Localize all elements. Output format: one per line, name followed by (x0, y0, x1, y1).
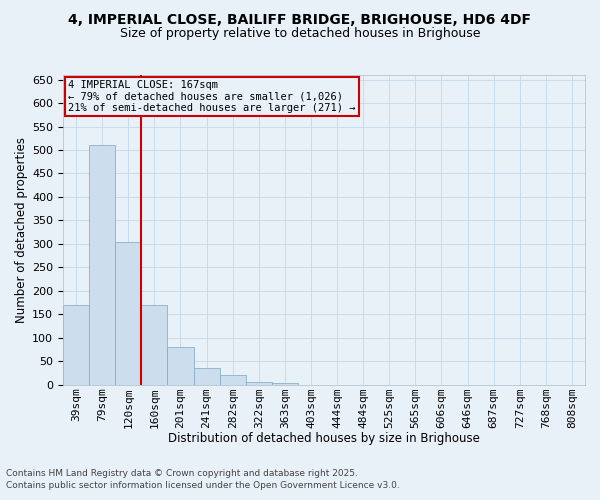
Y-axis label: Number of detached properties: Number of detached properties (15, 137, 28, 323)
Bar (142, 305, 167, 384)
Bar (115, 242, 142, 384)
Bar (194, 368, 220, 384)
Bar (246, 382, 272, 384)
Text: Size of property relative to detached houses in Brighouse: Size of property relative to detached ho… (120, 28, 480, 40)
Bar (89, 146, 115, 384)
Text: Contains public sector information licensed under the Open Government Licence v3: Contains public sector information licen… (6, 481, 400, 490)
Text: Contains HM Land Registry data © Crown copyright and database right 2025.: Contains HM Land Registry data © Crown c… (6, 468, 358, 477)
Bar (272, 383, 298, 384)
Bar (220, 375, 246, 384)
Text: 4, IMPERIAL CLOSE, BAILIFF BRIDGE, BRIGHOUSE, HD6 4DF: 4, IMPERIAL CLOSE, BAILIFF BRIDGE, BRIGH… (68, 12, 532, 26)
Bar (167, 347, 194, 385)
X-axis label: Distribution of detached houses by size in Brighouse: Distribution of detached houses by size … (168, 432, 480, 445)
Bar (63, 305, 89, 384)
Text: 4 IMPERIAL CLOSE: 167sqm
← 79% of detached houses are smaller (1,026)
21% of sem: 4 IMPERIAL CLOSE: 167sqm ← 79% of detach… (68, 80, 356, 113)
